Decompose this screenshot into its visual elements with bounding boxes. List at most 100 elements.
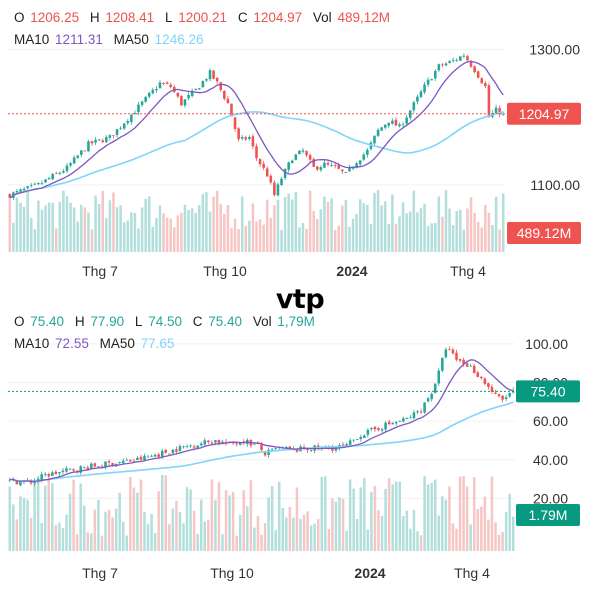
chart1-close-value: 1204.97 — [253, 10, 303, 25]
volume-bar — [334, 501, 338, 551]
volume-bar — [97, 203, 101, 252]
volume-bar — [65, 196, 69, 252]
candle-body — [508, 392, 511, 397]
candle-body — [405, 418, 409, 419]
candle-body — [348, 440, 352, 445]
volume-bar — [51, 202, 54, 252]
volume-bar — [249, 480, 253, 551]
candle-body — [330, 165, 333, 166]
candle-body — [164, 449, 168, 453]
volume-bar — [65, 514, 68, 551]
chart1-ma50-line — [9, 110, 504, 199]
volume-bar — [26, 499, 29, 551]
chart2-high-value: 77.90 — [90, 314, 125, 329]
volume-bar — [308, 190, 312, 252]
candle-body — [469, 365, 472, 367]
candle-body — [294, 154, 298, 160]
volume-bar — [426, 484, 430, 551]
volume-bar — [344, 200, 348, 252]
candle-body — [426, 79, 430, 85]
candle-body — [194, 88, 198, 90]
candle-body — [366, 429, 370, 435]
chart1: 1300.00 1100.00 1204.97 489.12M Thg 7 Thg 10 2… — [8, 41, 581, 279]
volume-bar — [8, 486, 12, 551]
candle-body — [387, 421, 391, 425]
volume-bar — [160, 475, 164, 551]
candle-body — [157, 454, 160, 457]
candle-body — [171, 449, 175, 454]
chart2-volume-badge-label: 1.79M — [529, 507, 568, 523]
candle-body — [258, 159, 262, 165]
volume-bar — [214, 499, 217, 551]
volume-bar — [376, 190, 380, 252]
volume-bar — [387, 478, 391, 551]
volume-bar — [394, 223, 398, 252]
volume-bar — [408, 211, 412, 252]
chart1-y-tick-label: 1100.00 — [530, 177, 580, 193]
chart1-high-value: 1208.41 — [105, 10, 155, 25]
candle-body — [476, 71, 480, 78]
volume-bar — [487, 519, 490, 551]
volume-bar — [15, 519, 19, 551]
candle-body — [473, 66, 476, 73]
volume-bar — [248, 220, 251, 252]
candle-body — [462, 359, 465, 364]
volume-bar — [68, 493, 72, 551]
candle-body — [111, 463, 114, 466]
candle-body — [391, 120, 394, 124]
volume-bar — [373, 192, 376, 252]
candle-body — [19, 189, 22, 192]
volume-bar — [511, 516, 515, 551]
candle-body — [230, 103, 233, 117]
chart2: 100.0080.0060.0040.0020.0075.401.79MThg … — [8, 336, 580, 581]
candle-body — [144, 96, 147, 102]
candle-body — [487, 85, 491, 118]
volume-bar — [72, 479, 75, 551]
chart1-open-value: 1206.25 — [30, 10, 80, 25]
candle-body — [44, 179, 47, 183]
volume-bar — [108, 200, 112, 252]
volume-bar — [175, 500, 178, 551]
candle-body — [15, 191, 19, 193]
volume-bar — [51, 483, 54, 551]
candle-body — [341, 169, 344, 172]
volume-bar — [61, 528, 65, 551]
candle-body — [189, 445, 192, 447]
candle-body — [97, 466, 100, 468]
candle-body — [363, 435, 366, 439]
volume-bar — [231, 491, 235, 551]
chart2-open-value: 75.40 — [30, 314, 65, 329]
volume-bar — [136, 492, 139, 551]
candle-body — [108, 135, 112, 138]
volume-bar — [256, 516, 260, 551]
volume-bar — [125, 535, 129, 551]
candle-body — [341, 444, 345, 446]
volume-bar — [180, 212, 183, 252]
candle-body — [223, 90, 226, 99]
volume-bar — [299, 518, 302, 551]
candle-body — [383, 124, 387, 128]
candle-body — [323, 162, 326, 168]
volume-bar — [384, 488, 387, 551]
candle-body — [274, 448, 277, 449]
volume-bar — [306, 511, 309, 551]
candle-body — [90, 463, 93, 469]
candle-body — [118, 462, 121, 463]
chart2-y-tick-label: 100.00 — [525, 336, 568, 352]
chart1-volume-badge-label: 489.12M — [517, 225, 571, 241]
volume-bar — [224, 490, 228, 551]
volume-bar — [146, 523, 150, 551]
candle-body — [205, 79, 208, 81]
volume-bar — [483, 496, 487, 551]
candle-body — [337, 165, 341, 169]
volume-bar — [305, 228, 308, 252]
volume-bar — [219, 204, 222, 252]
volume-bar — [473, 212, 476, 252]
chart1-y-tick-label: 1300.00 — [529, 41, 580, 57]
volume-bar — [476, 509, 480, 551]
candle-body — [82, 466, 86, 468]
candle-body — [319, 167, 323, 171]
candle-body — [465, 363, 469, 367]
chart1-x-tick-label: 2024 — [336, 263, 367, 279]
candle-body — [416, 411, 419, 413]
